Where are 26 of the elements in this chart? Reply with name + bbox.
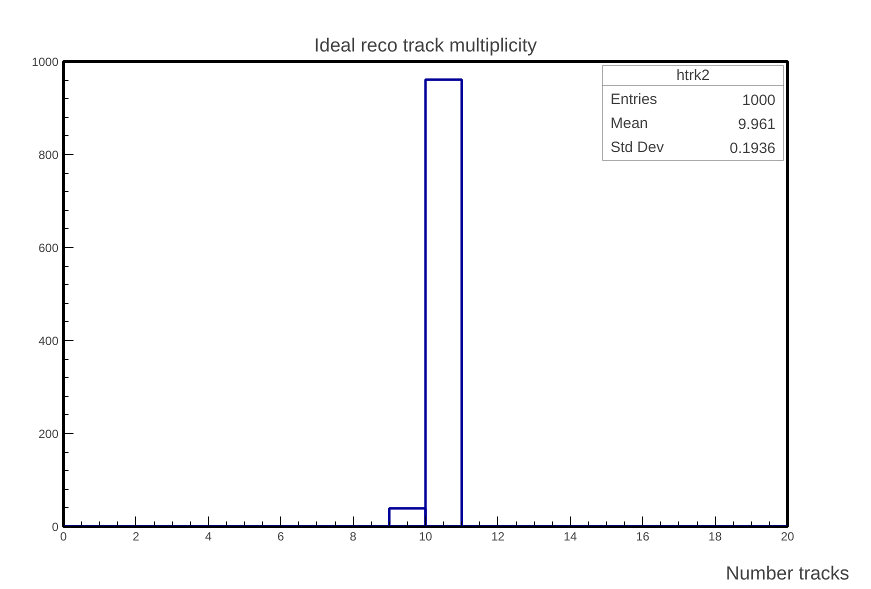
x-tick-label: 20 (780, 530, 794, 544)
x-tick-label: 2 (132, 530, 140, 544)
x-tick-label: 0 (60, 530, 68, 544)
x-axis-title: Number tracks (726, 564, 850, 584)
x-tick-label: 12 (491, 530, 505, 544)
x-tick-label: 16 (636, 530, 650, 544)
y-tick-label: 600 (38, 241, 59, 255)
x-tick-label: 8 (350, 530, 357, 544)
x-tick-label: 10 (418, 530, 432, 544)
annotation: htrk2 (676, 67, 710, 84)
y-tick-label: 400 (38, 334, 59, 348)
x-tick-label: 4 (204, 530, 212, 544)
chart-title: Ideal reco track multiplicity (314, 36, 538, 56)
annotation: 9.961 (738, 116, 776, 133)
x-tick-label: 14 (564, 530, 578, 544)
y-tick-label: 1000 (32, 55, 59, 69)
y-tick-label: 0 (52, 520, 59, 534)
annotation: 0.1936 (730, 140, 776, 157)
x-tick-label: 6 (277, 530, 284, 544)
x-tick-label: 18 (708, 530, 722, 544)
annotation: Mean (610, 115, 648, 132)
y-tick-label: 200 (38, 427, 59, 441)
annotation: 1000 (742, 92, 776, 109)
y-tick-label: 800 (38, 148, 59, 162)
annotation: Entries (610, 91, 658, 108)
annotation: Std Dev (610, 139, 664, 156)
